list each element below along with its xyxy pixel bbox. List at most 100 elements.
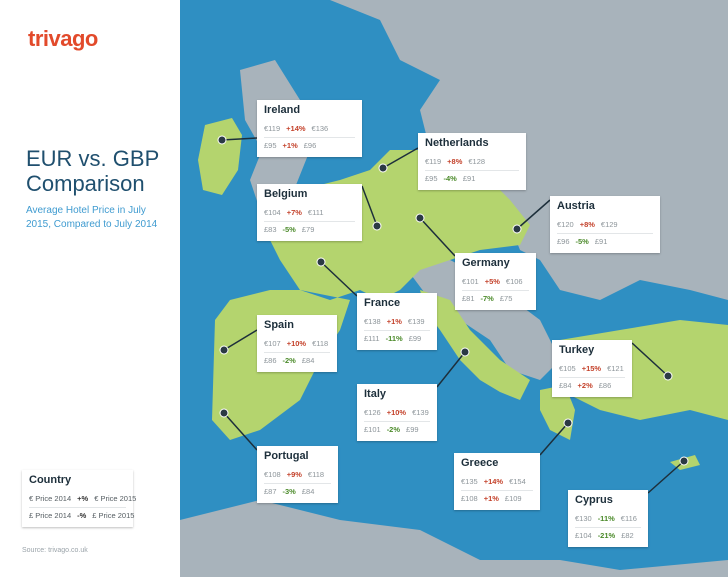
info-box: Italy €126 +10% €139 £101 -2% £99 (357, 384, 437, 441)
price-cell: +8% (579, 220, 595, 229)
price-cell: €120 (557, 220, 574, 229)
price-cell: £96 (557, 237, 570, 246)
price-cell: +14% (286, 124, 306, 133)
price-cell: -7% (480, 294, 494, 303)
title: EUR vs. GBP Comparison (26, 146, 159, 196)
land-balkans (400, 255, 560, 380)
price-row: €130 -11% €116 (575, 511, 641, 527)
price-cell: -3% (282, 487, 296, 496)
box-title: Turkey (559, 344, 595, 356)
price-cell: +14% (483, 477, 504, 486)
price-row: £101 -2% £99 (364, 421, 430, 438)
price-cell: €105 (559, 364, 576, 373)
info-box: Portugal €108 +9% €118 £87 -3% £84 (257, 446, 338, 503)
price-row: £86 -2% £84 (264, 352, 330, 369)
price-row: €138 +1% €139 (364, 314, 430, 330)
price-cell: €130 (575, 514, 592, 523)
price-cell: €154 (509, 477, 526, 486)
box-title: Austria (557, 200, 595, 212)
price-cell: £104 (575, 531, 592, 540)
box-title: Country (29, 474, 72, 486)
logo-text: trivago (28, 26, 98, 51)
connector (436, 351, 466, 388)
connector (516, 199, 551, 230)
price-row: €101 +5% €106 (462, 274, 529, 290)
box-title: Cyprus (575, 494, 613, 506)
price-cell: £99 (408, 334, 422, 343)
price-cell: +2% (577, 381, 593, 390)
price-cell: £81 (462, 294, 475, 303)
land-italy (420, 290, 530, 400)
price-cell: +% (77, 494, 89, 503)
price-cell: +5% (484, 277, 500, 286)
price-cell: +1% (282, 141, 298, 150)
location-dot (316, 257, 326, 267)
location-dot (219, 345, 229, 355)
location-dot (372, 221, 382, 231)
connector (223, 329, 258, 351)
price-row: £95 +1% £96 (264, 137, 355, 154)
price-cell: €116 (620, 514, 637, 523)
price-row: €105 +15% €121 (559, 361, 625, 377)
price-cell: €101 (462, 277, 479, 286)
price-row: €119 +8% €128 (425, 154, 519, 170)
price-cell: £ Price 2014 (29, 511, 72, 520)
connector (221, 137, 258, 141)
price-row: €107 +10% €118 (264, 336, 330, 352)
price-cell: €139 (412, 408, 429, 417)
price-row: €126 +10% €139 (364, 405, 430, 421)
box-title: Greece (461, 457, 499, 469)
price-cell: +10% (286, 339, 307, 348)
info-box: Ireland €119 +14% €136 £95 +1% £96 (257, 100, 362, 157)
price-cell: £86 (264, 356, 277, 365)
connector (382, 147, 419, 169)
price-cell: €106 (505, 277, 523, 286)
price-cell: £82 (621, 531, 634, 540)
price-cell: £79 (301, 225, 315, 234)
price-cell: €104 (264, 208, 281, 217)
price-cell: €129 (600, 220, 618, 229)
price-row: £ Price 2014 -% £ Price 2015 (29, 507, 134, 524)
price-cell: £87 (264, 487, 277, 496)
price-cell: -21% (597, 531, 616, 540)
price-cell: £ Price 2015 (92, 511, 135, 520)
connector (361, 185, 378, 227)
price-cell: £84 (559, 381, 572, 390)
price-row: € Price 2014 +% € Price 2015 (29, 491, 136, 507)
box-title: Germany (462, 257, 510, 269)
price-cell: £84 (301, 487, 315, 496)
location-dot (217, 135, 227, 145)
logo: trivago (28, 26, 98, 52)
price-cell: +7% (286, 208, 302, 217)
price-cell: -5% (282, 225, 296, 234)
box-title: Netherlands (425, 137, 489, 149)
price-cell: € Price 2015 (94, 494, 137, 503)
price-cell: -4% (443, 174, 457, 183)
price-cell: £111 (364, 334, 380, 343)
location-dot (563, 418, 573, 428)
connectors (132, 135, 689, 494)
connector (223, 412, 258, 451)
price-cell: €135 (461, 477, 478, 486)
location-dot (415, 213, 425, 223)
subtitle: Average Hotel Price in July 2015, Compar… (26, 205, 158, 230)
price-row: £96 -5% £91 (557, 233, 653, 250)
connector (631, 342, 669, 377)
info-box: Belgium €104 +7% €111 £83 -5% £79 (257, 184, 362, 241)
price-cell: +10% (386, 408, 407, 417)
box-title: Italy (364, 388, 387, 400)
connector (320, 261, 358, 297)
price-cell: £109 (504, 494, 522, 503)
land-africa (180, 500, 728, 577)
location-dot (679, 456, 689, 466)
info-box: Germany €101 +5% €106 £81 -7% £75 (455, 253, 536, 310)
price-cell: £95 (264, 141, 277, 150)
info-box: Spain €107 +10% €118 £86 -2% £84 (257, 315, 337, 372)
price-cell: €107 (264, 339, 281, 348)
price-row: £95 -4% £91 (425, 170, 519, 187)
price-cell: £108 (461, 494, 478, 503)
price-cell: -2% (282, 356, 296, 365)
info-box: Netherlands €119 +8% €128 £95 -4% £91 (418, 133, 526, 190)
price-cell: €136 (311, 124, 329, 133)
price-cell: +9% (286, 470, 302, 479)
